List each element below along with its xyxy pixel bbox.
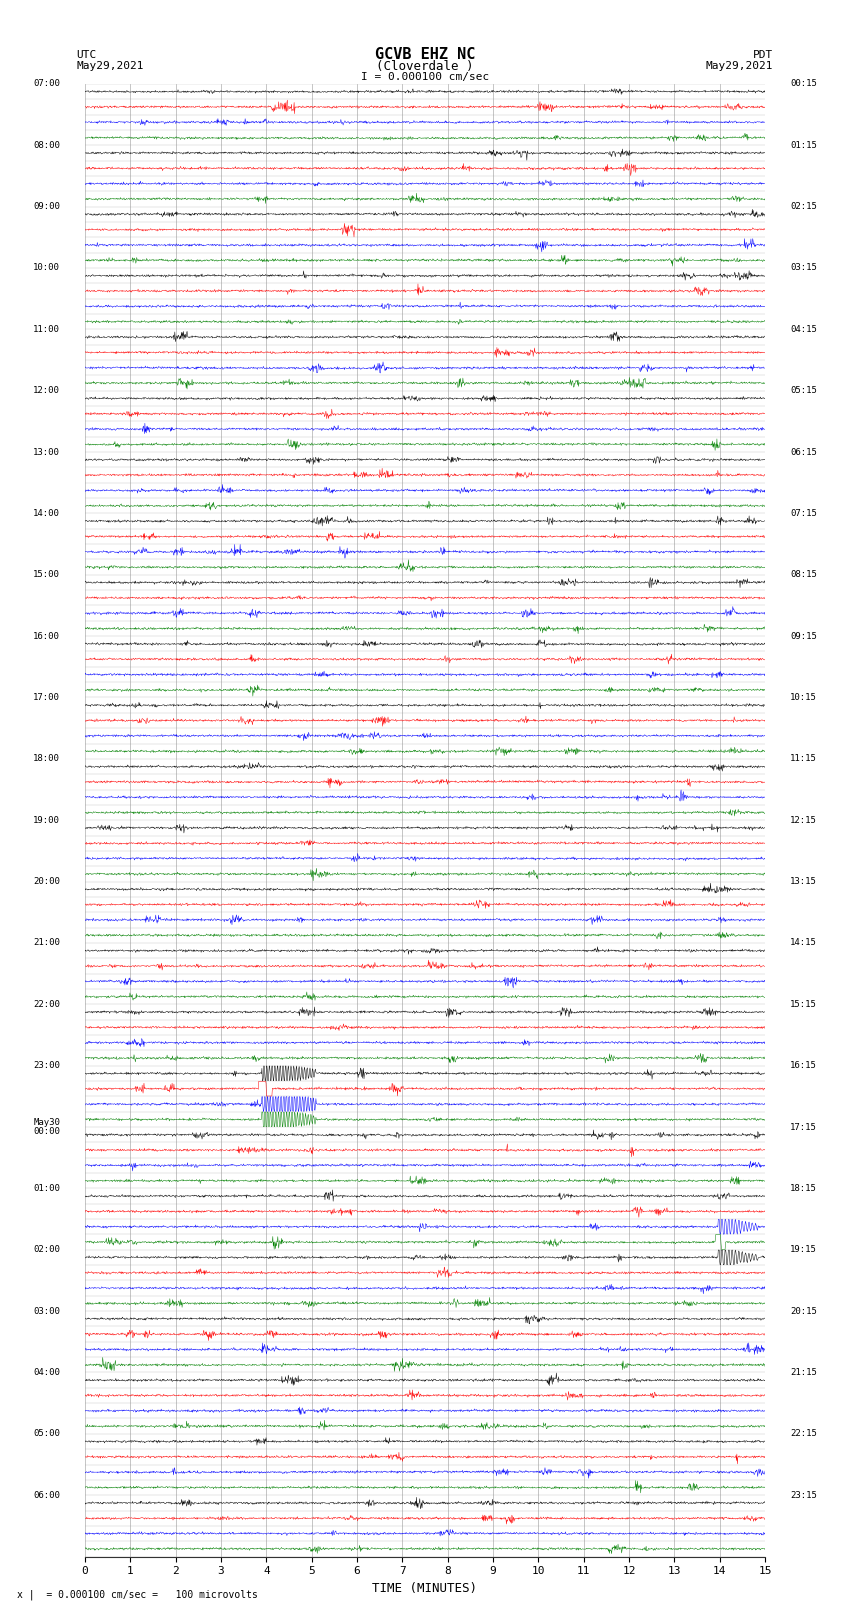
Text: 07:15: 07:15 bbox=[790, 510, 817, 518]
Text: UTC: UTC bbox=[76, 50, 97, 60]
Text: 17:00: 17:00 bbox=[33, 694, 60, 702]
Text: 15:00: 15:00 bbox=[33, 571, 60, 579]
Text: 05:15: 05:15 bbox=[790, 386, 817, 395]
Text: 21:15: 21:15 bbox=[790, 1368, 817, 1378]
Text: 13:15: 13:15 bbox=[790, 877, 817, 886]
Text: 18:00: 18:00 bbox=[33, 755, 60, 763]
Text: 11:15: 11:15 bbox=[790, 755, 817, 763]
Text: 05:00: 05:00 bbox=[33, 1429, 60, 1439]
Text: 14:15: 14:15 bbox=[790, 939, 817, 947]
Text: 00:00: 00:00 bbox=[33, 1127, 60, 1136]
Text: 22:15: 22:15 bbox=[790, 1429, 817, 1439]
Text: 23:15: 23:15 bbox=[790, 1490, 817, 1500]
Text: 12:00: 12:00 bbox=[33, 386, 60, 395]
Text: 22:00: 22:00 bbox=[33, 1000, 60, 1008]
Text: May29,2021: May29,2021 bbox=[706, 61, 774, 71]
Text: 00:15: 00:15 bbox=[790, 79, 817, 89]
Text: 20:00: 20:00 bbox=[33, 877, 60, 886]
Text: May30: May30 bbox=[33, 1118, 60, 1127]
Text: 11:00: 11:00 bbox=[33, 324, 60, 334]
Text: 21:00: 21:00 bbox=[33, 939, 60, 947]
Text: 13:00: 13:00 bbox=[33, 447, 60, 456]
Text: 19:00: 19:00 bbox=[33, 816, 60, 824]
Text: 01:15: 01:15 bbox=[790, 140, 817, 150]
Text: 12:15: 12:15 bbox=[790, 816, 817, 824]
Text: PDT: PDT bbox=[753, 50, 774, 60]
Text: 10:15: 10:15 bbox=[790, 694, 817, 702]
Text: 14:00: 14:00 bbox=[33, 510, 60, 518]
Text: I = 0.000100 cm/sec: I = 0.000100 cm/sec bbox=[361, 73, 489, 82]
Text: 08:00: 08:00 bbox=[33, 140, 60, 150]
Text: 20:15: 20:15 bbox=[790, 1307, 817, 1316]
X-axis label: TIME (MINUTES): TIME (MINUTES) bbox=[372, 1582, 478, 1595]
Text: 04:00: 04:00 bbox=[33, 1368, 60, 1378]
Text: 02:00: 02:00 bbox=[33, 1245, 60, 1255]
Text: x |  = 0.000100 cm/sec =   100 microvolts: x | = 0.000100 cm/sec = 100 microvolts bbox=[17, 1589, 258, 1600]
Text: 01:00: 01:00 bbox=[33, 1184, 60, 1194]
Text: 15:15: 15:15 bbox=[790, 1000, 817, 1008]
Text: May29,2021: May29,2021 bbox=[76, 61, 144, 71]
Text: 06:00: 06:00 bbox=[33, 1490, 60, 1500]
Text: 19:15: 19:15 bbox=[790, 1245, 817, 1255]
Text: 03:15: 03:15 bbox=[790, 263, 817, 273]
Text: GCVB EHZ NC: GCVB EHZ NC bbox=[375, 47, 475, 63]
Text: 17:15: 17:15 bbox=[790, 1123, 817, 1131]
Text: 04:15: 04:15 bbox=[790, 324, 817, 334]
Text: 09:15: 09:15 bbox=[790, 632, 817, 640]
Text: 16:00: 16:00 bbox=[33, 632, 60, 640]
Text: 03:00: 03:00 bbox=[33, 1307, 60, 1316]
Text: 09:00: 09:00 bbox=[33, 202, 60, 211]
Text: 23:00: 23:00 bbox=[33, 1061, 60, 1069]
Text: (Cloverdale ): (Cloverdale ) bbox=[377, 60, 473, 73]
Text: 07:00: 07:00 bbox=[33, 79, 60, 89]
Text: 18:15: 18:15 bbox=[790, 1184, 817, 1194]
Text: 10:00: 10:00 bbox=[33, 263, 60, 273]
Text: 02:15: 02:15 bbox=[790, 202, 817, 211]
Text: 16:15: 16:15 bbox=[790, 1061, 817, 1069]
Text: 06:15: 06:15 bbox=[790, 447, 817, 456]
Text: 08:15: 08:15 bbox=[790, 571, 817, 579]
